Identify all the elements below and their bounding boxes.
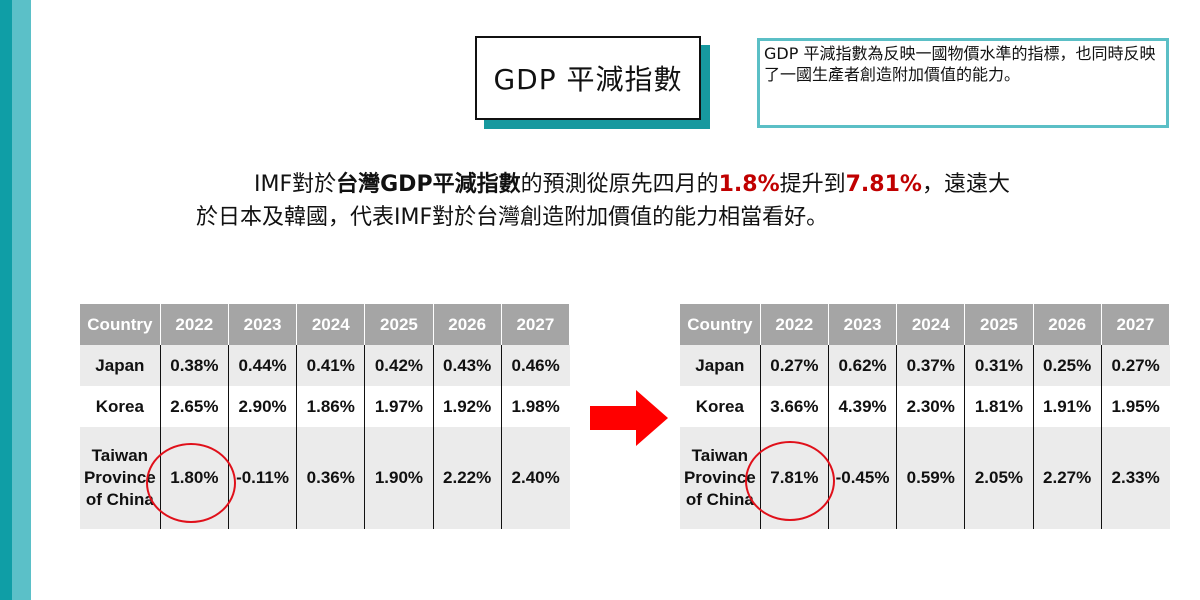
value-cell: 0.42%: [364, 345, 434, 386]
table-header-cell: 2027: [501, 304, 571, 345]
slide-title: GDP 平減指數: [475, 36, 701, 120]
table-header-cell: 2025: [364, 304, 434, 345]
highlight-circle-after: [745, 441, 835, 521]
value-cell: 1.81%: [964, 386, 1034, 427]
table-row: Taiwan Province of China 7.81% -0.45% 0.…: [680, 427, 1170, 529]
table-header-cell: 2026: [433, 304, 502, 345]
summary-part-2: 台灣GDP平減指數: [336, 172, 521, 197]
value-cell: 4.39%: [827, 386, 897, 427]
table-row: Korea 3.66% 4.39% 2.30% 1.81% 1.91% 1.95…: [680, 386, 1170, 427]
value-cell: 0.36%: [296, 427, 365, 529]
table-row: Korea 2.65% 2.90% 1.86% 1.97% 1.92% 1.98…: [80, 386, 570, 427]
table-header-cell: 2022: [160, 304, 229, 345]
country-cell: Japan: [680, 345, 761, 386]
summary-part-3: 的預測從原先四月的: [520, 172, 719, 197]
value-cell: 0.59%: [896, 427, 965, 529]
summary-part-1: IMF對於: [254, 172, 337, 197]
value-cell: 1.95%: [1100, 386, 1170, 427]
table-header-cell: 2022: [760, 304, 829, 345]
value-cell: 1.86%: [296, 386, 365, 427]
table-header-cell: Country: [80, 304, 161, 345]
highlight-circle-before: [146, 443, 236, 523]
value-cell: -0.11%: [227, 427, 297, 529]
table-row: Japan 0.27% 0.62% 0.37% 0.31% 0.25% 0.27…: [680, 345, 1170, 386]
definition-note: GDP 平減指數為反映一國物價水準的指標，也同時反映了一國生產者創造附加價值的能…: [757, 38, 1169, 128]
value-cell: 0.38%: [159, 345, 229, 386]
table-header-cell: 2023: [228, 304, 298, 345]
table-row: Taiwan Province of China 1.80% -0.11% 0.…: [80, 427, 570, 529]
table-header-cell: Country: [680, 304, 761, 345]
summary-text: IMF對於台灣GDP平減指數的預測從原先四月的1.8%提升到7.81%，遠遠大於…: [196, 168, 1016, 234]
value-cell: 0.62%: [827, 345, 897, 386]
value-cell: 1.90%: [364, 427, 434, 529]
sidebar-accent-dark: [0, 0, 12, 600]
value-cell: 0.25%: [1032, 345, 1102, 386]
value-cell: 2.40%: [500, 427, 570, 529]
value-cell: 2.65%: [159, 386, 229, 427]
value-cell: 1.91%: [1032, 386, 1102, 427]
value-cell: 0.46%: [500, 345, 570, 386]
value-cell: 1.92%: [432, 386, 502, 427]
table-header-row: Country 2022 2023 2024 2025 2026 2027: [680, 304, 1171, 345]
value-cell: 2.22%: [432, 427, 502, 529]
value-cell: 0.41%: [296, 345, 365, 386]
table-header-cell: 2024: [296, 304, 366, 345]
summary-part-5: 提升到: [779, 172, 846, 197]
summary-part-7: ，遠遠大於日本及韓國，代表IMF對於台灣創造附加價值的能力相當看好。: [196, 172, 1010, 230]
right-arrow-icon: [590, 390, 668, 446]
table-header-row: Country 2022 2023 2024 2025 2026 2027: [80, 304, 571, 345]
value-cell: 0.27%: [1100, 345, 1170, 386]
value-cell: 2.90%: [227, 386, 297, 427]
table-header-cell: 2024: [896, 304, 966, 345]
value-cell: 2.33%: [1100, 427, 1170, 529]
sidebar-accent-light: [12, 0, 31, 600]
country-cell: Japan: [80, 345, 161, 386]
country-cell: Korea: [680, 386, 761, 427]
value-cell: 2.27%: [1032, 427, 1102, 529]
table-row: Japan 0.38% 0.44% 0.41% 0.42% 0.43% 0.46…: [80, 345, 570, 386]
value-cell: -0.45%: [827, 427, 897, 529]
value-cell: 2.05%: [964, 427, 1034, 529]
value-cell: 2.30%: [896, 386, 965, 427]
value-cell: 0.27%: [759, 345, 829, 386]
value-cell: 1.97%: [364, 386, 434, 427]
value-cell: 1.98%: [500, 386, 570, 427]
table-header-cell: 2025: [964, 304, 1034, 345]
summary-new-value: 7.81%: [845, 172, 922, 197]
gdp-table-after: Country 2022 2023 2024 2025 2026 2027 Ja…: [680, 304, 1171, 529]
table-header-cell: 2027: [1101, 304, 1171, 345]
value-cell: 0.43%: [432, 345, 502, 386]
value-cell: 0.44%: [227, 345, 297, 386]
value-cell: 0.31%: [964, 345, 1034, 386]
value-cell: 0.37%: [896, 345, 965, 386]
value-cell: 3.66%: [759, 386, 829, 427]
table-header-cell: 2023: [828, 304, 898, 345]
country-cell: Taiwan Province of China: [680, 427, 761, 529]
country-cell: Korea: [80, 386, 161, 427]
table-header-cell: 2026: [1033, 304, 1102, 345]
summary-old-value: 1.8%: [718, 172, 780, 197]
gdp-table-before: Country 2022 2023 2024 2025 2026 2027 Ja…: [80, 304, 571, 529]
